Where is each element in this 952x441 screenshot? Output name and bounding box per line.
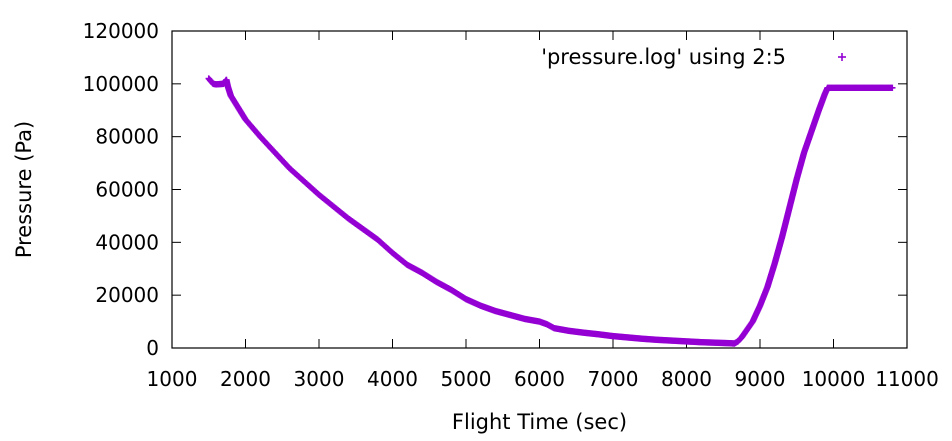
data-point <box>889 84 896 91</box>
y-tick-label: 60000 <box>95 178 159 202</box>
x-tick-label: 6000 <box>514 367 565 391</box>
legend-label: 'pressure.log' using 2:5 <box>541 45 786 69</box>
x-tick-label: 5000 <box>441 367 492 391</box>
y-tick-label: 100000 <box>83 72 159 96</box>
y-tick-label: 0 <box>146 336 159 360</box>
legend-marker-symbol <box>838 53 846 61</box>
legend: 'pressure.log' using 2:5 <box>541 45 846 69</box>
x-tick-label: 1000 <box>147 367 198 391</box>
y-tick-label: 40000 <box>95 230 159 254</box>
y-axis-title: Pressure (Pa) <box>12 121 36 258</box>
x-tick-label: 8000 <box>661 367 712 391</box>
y-axis: 0 20000 40000 60000 80000 100000 120000 <box>83 19 907 360</box>
x-tick-label: 11000 <box>875 367 939 391</box>
data-series <box>205 75 896 347</box>
legend-marker <box>838 53 846 61</box>
x-tick-label: 4000 <box>367 367 418 391</box>
x-tick-label: 3000 <box>294 367 345 391</box>
x-tick-label: 7000 <box>588 367 639 391</box>
y-tick-label: 20000 <box>95 283 159 307</box>
x-axis: 1000 2000 3000 4000 5000 6000 7000 8000 9000 1000… <box>147 31 939 391</box>
y-tick-label: 120000 <box>83 19 159 43</box>
x-tick-label: 9000 <box>735 367 786 391</box>
x-tick-label: 2000 <box>220 367 271 391</box>
x-axis-title: Flight Time (sec) <box>452 410 627 434</box>
y-tick-label: 80000 <box>95 125 159 149</box>
x-tick-label: 10000 <box>802 367 866 391</box>
